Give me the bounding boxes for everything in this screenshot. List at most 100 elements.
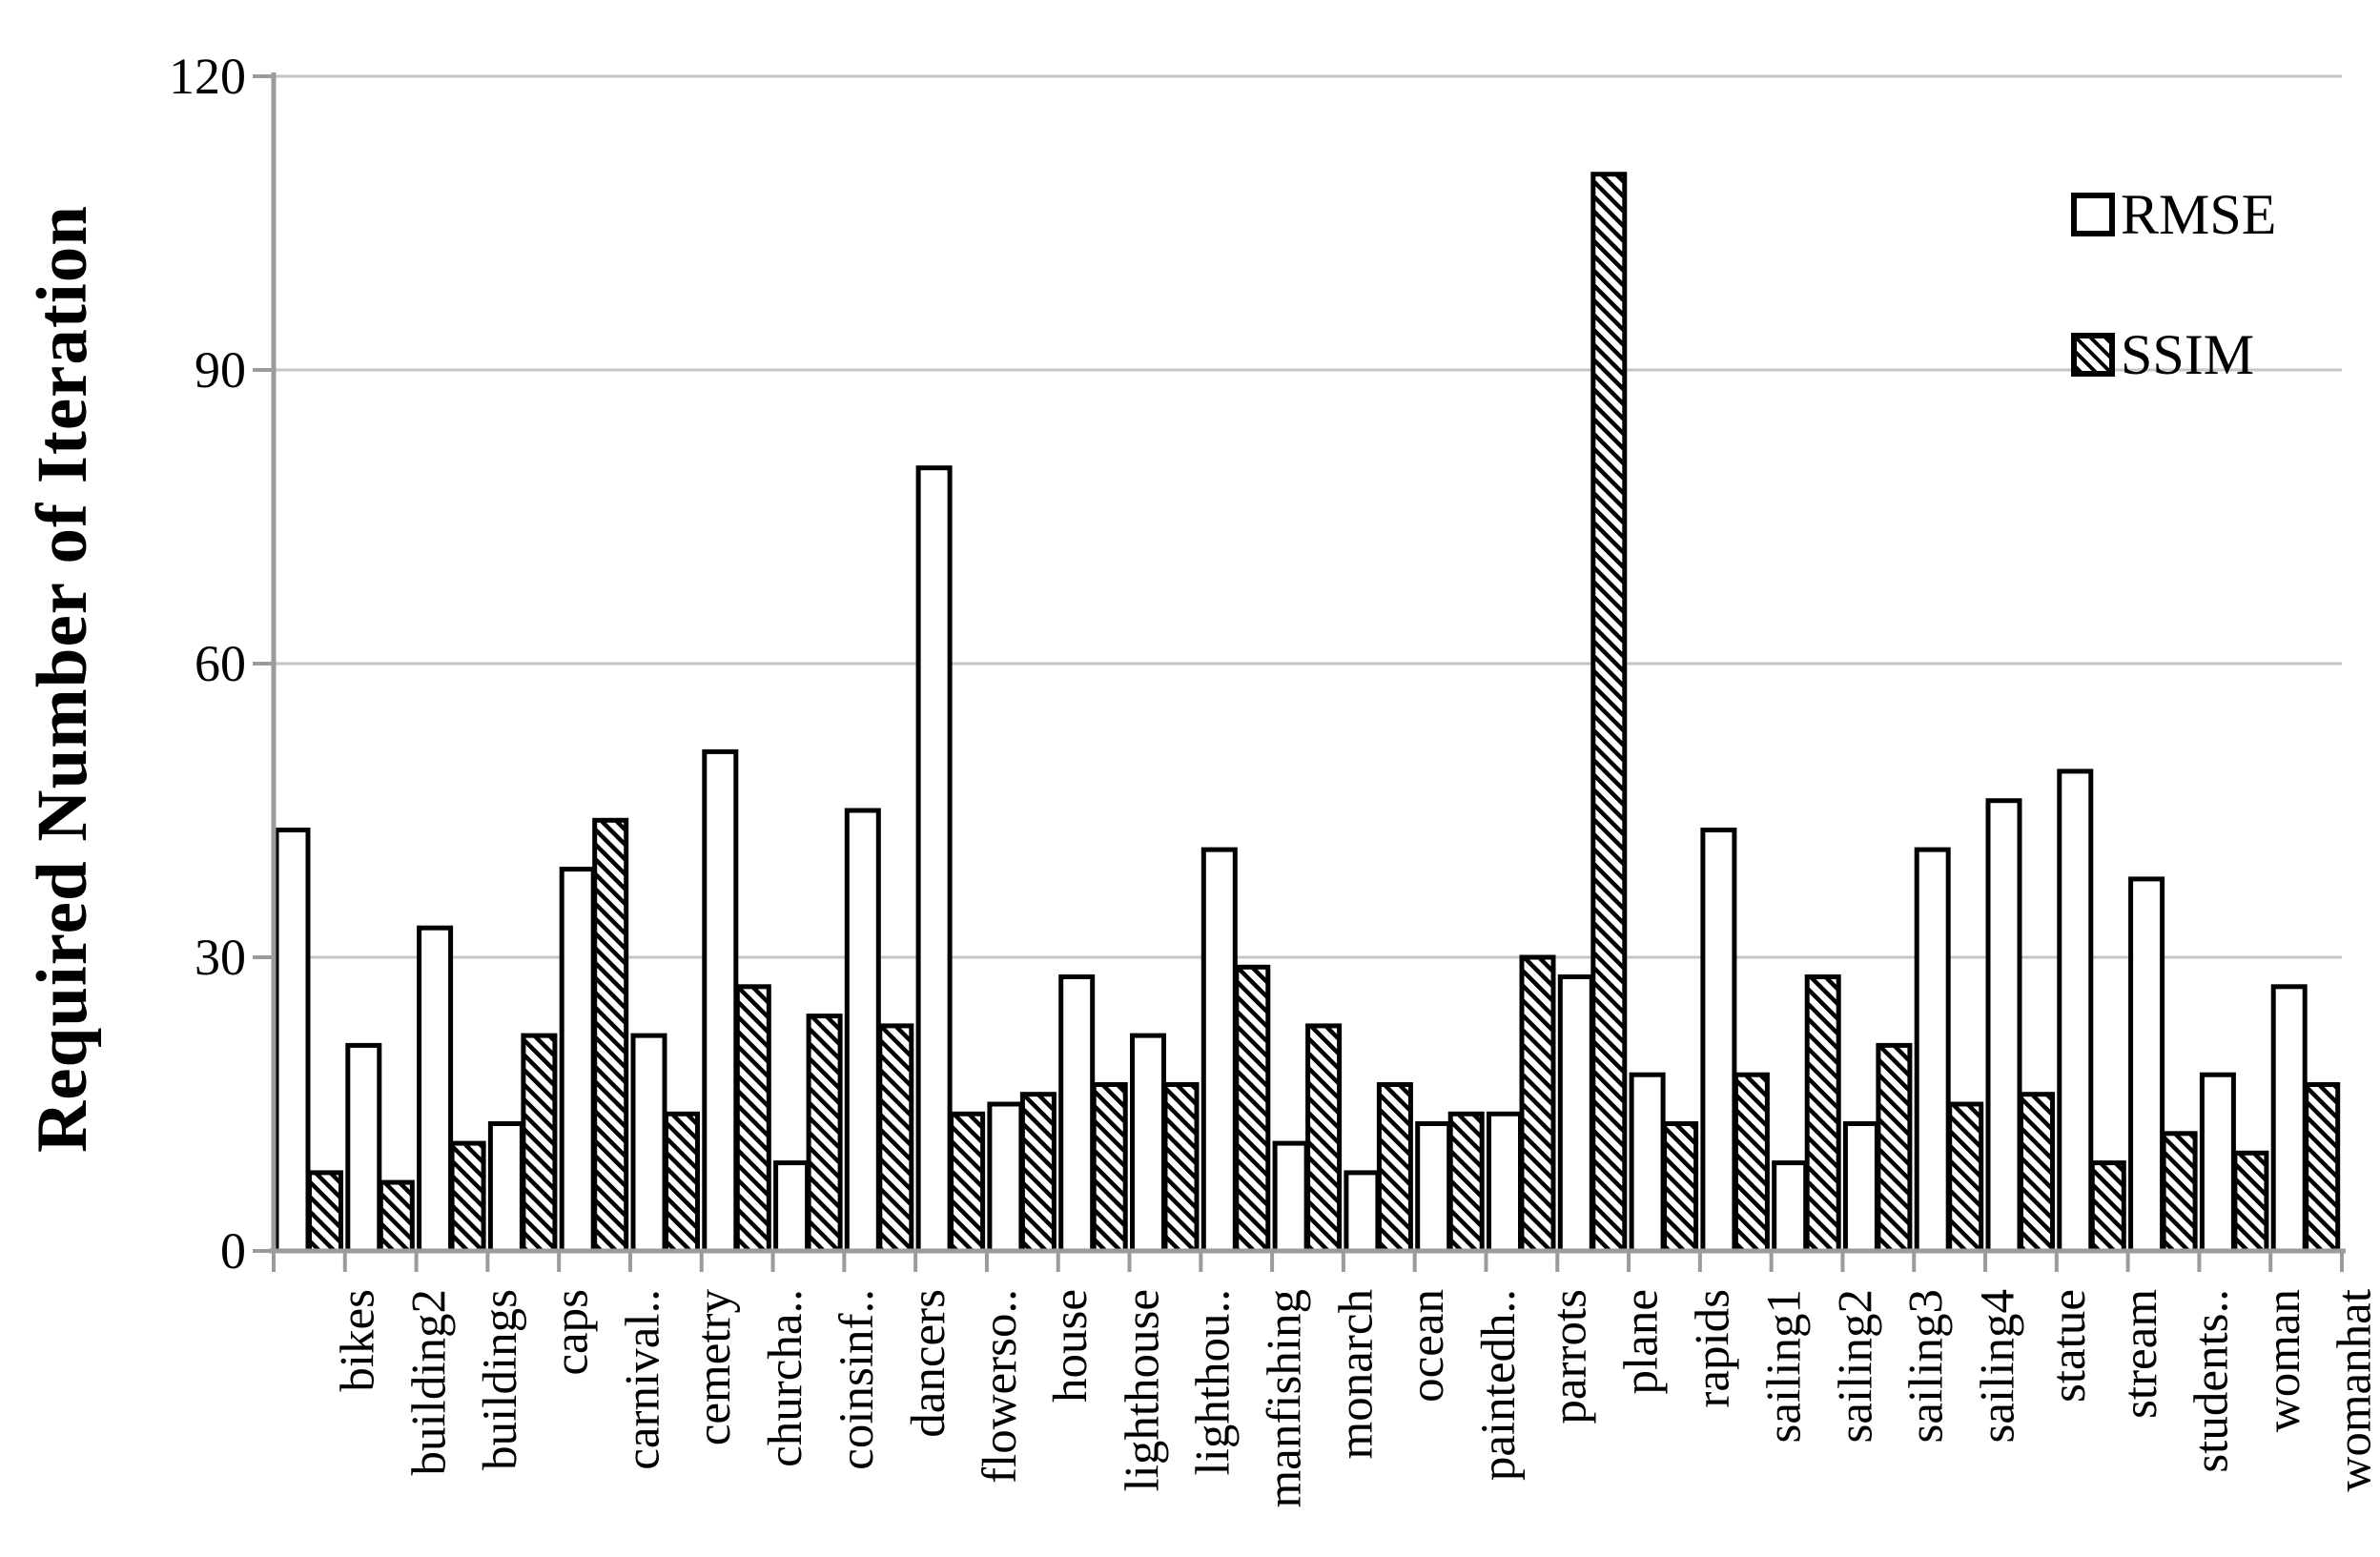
bar-ssim-churcha.. <box>734 984 771 1254</box>
bar-rmse-rapids <box>1629 1072 1666 1254</box>
bar-rmse-lighthouse <box>1058 974 1096 1254</box>
legend-label-rmse: RMSE <box>2121 183 2277 246</box>
bar-ssim-cemetry <box>664 1111 700 1254</box>
bar-rmse-parrots <box>1487 1111 1523 1254</box>
bar-rmse-building2 <box>345 1042 382 1254</box>
bar-rmse-plane <box>1557 974 1594 1254</box>
x-tick-label-lighthou: lighthou.. <box>1186 1289 1241 1476</box>
bar-ssim-parrots <box>1519 954 1556 1254</box>
legend-item-rmse: RMSE <box>2071 181 2276 248</box>
x-tick-label-students: students.. <box>2185 1289 2240 1473</box>
bar-ssim-sailing3 <box>1876 1042 1913 1254</box>
y-tick-label-120: 120 <box>169 48 246 105</box>
ssim-swatch-icon <box>2071 333 2115 377</box>
bar-ssim-statue <box>2019 1092 2055 1254</box>
bar-rmse-lighthou.. <box>1130 1033 1166 1254</box>
bar-ssim-plane <box>1590 172 1628 1254</box>
x-tick-label-woman: woman <box>2256 1289 2310 1433</box>
bar-rmse-caps <box>487 1121 524 1254</box>
bar-rmse-sailing3 <box>1842 1121 1879 1254</box>
bar-rmse-woman <box>2199 1072 2236 1254</box>
y-tick-label-0: 0 <box>220 1222 246 1280</box>
bar-rmse-house <box>987 1101 1024 1254</box>
x-tick-label-monarch: monarch <box>1329 1289 1384 1460</box>
bar-rmse-dancers <box>844 808 881 1254</box>
x-tick-label-coinsinf: coinsinf.. <box>830 1289 884 1470</box>
bar-rmse-bikes <box>274 828 311 1254</box>
bar-rmse-sailing4 <box>1914 847 1951 1254</box>
bar-ssim-dancers <box>877 1023 914 1254</box>
bar-rmse-flowerso.. <box>915 465 953 1254</box>
legend-item-ssim: SSIM <box>2071 321 2276 388</box>
bar-rmse-students.. <box>2128 876 2165 1254</box>
bar-rmse-carnival.. <box>559 867 596 1254</box>
bar-ssim-flowerso.. <box>949 1111 986 1254</box>
bar-ssim-coinsinf.. <box>806 1014 843 1254</box>
bar-rmse-statue <box>1985 798 2022 1254</box>
bar-rmse-paintedh.. <box>1415 1121 1452 1254</box>
x-tick-label-buildings: buildings <box>473 1289 527 1470</box>
bar-ssim-stream <box>2089 1160 2126 1254</box>
bar-rmse-cemetry <box>630 1033 667 1254</box>
y-tick-label-30: 30 <box>195 929 246 986</box>
legend-label-ssim: SSIM <box>2121 323 2255 386</box>
bar-ssim-womanhat <box>2304 1082 2341 1254</box>
bar-ssim-house <box>1019 1092 1057 1254</box>
bar-rmse-womanhat <box>2270 984 2308 1254</box>
bar-rmse-monarch <box>1272 1140 1309 1254</box>
bar-rmse-stream <box>2057 768 2094 1254</box>
bar-ssim-sailing2 <box>1804 974 1841 1254</box>
x-tick-label-house: house <box>1044 1289 1098 1403</box>
x-tick-label-womanhat: womanhat <box>2328 1289 2380 1492</box>
x-tick-label-parrots: parrots <box>1543 1289 1597 1424</box>
x-tick-label-sailing3: sailing3 <box>1899 1289 1954 1444</box>
x-tick-label-rapids: rapids <box>1686 1289 1740 1408</box>
x-tick-label-lighthouse: lighthouse <box>1116 1289 1170 1492</box>
x-tick-label-manfishing: manfishing <box>1258 1289 1312 1508</box>
bar-ssim-bikes <box>307 1170 343 1254</box>
x-tick-label-building2: building2 <box>402 1289 457 1476</box>
x-tick-label-caps: caps <box>544 1289 599 1376</box>
bar-ssim-rapids <box>1662 1121 1699 1254</box>
x-tick-label-sailing2: sailing2 <box>1829 1289 1883 1444</box>
x-tick-label-ocean: ocean <box>1401 1289 1455 1403</box>
bar-ssim-ocean <box>1376 1082 1413 1254</box>
x-tick-label-bikes: bikes <box>331 1289 385 1392</box>
bar-ssim-students.. <box>2161 1131 2198 1254</box>
bar-ssim-caps <box>521 1033 558 1254</box>
bar-rmse-churcha.. <box>702 748 739 1254</box>
y-tick-label-60: 60 <box>195 635 246 692</box>
x-tick-label-plane: plane <box>1614 1289 1669 1395</box>
bar-ssim-building2 <box>378 1179 415 1254</box>
x-tick-label-cemetry: cemetry <box>687 1289 742 1446</box>
x-tick-label-sailing4: sailing4 <box>1971 1289 2025 1444</box>
x-tick-label-churcha: churcha.. <box>759 1289 813 1467</box>
bar-ssim-paintedh.. <box>1447 1111 1485 1254</box>
bar-ssim-sailing4 <box>1947 1101 1984 1254</box>
x-tick-label-carnival: carnival.. <box>616 1289 670 1470</box>
x-tick-label-paintedh: paintedh.. <box>1472 1289 1527 1482</box>
bar-rmse-sailing1 <box>1700 828 1737 1254</box>
bar-rmse-ocean <box>1344 1170 1381 1254</box>
legend: RMSE SSIM <box>2071 181 2276 461</box>
bar-ssim-manfishing <box>1234 964 1271 1254</box>
bar-ssim-sailing1 <box>1733 1072 1770 1254</box>
rmse-swatch-icon <box>2071 193 2115 236</box>
bar-ssim-lighthou.. <box>1162 1082 1200 1254</box>
bar-rmse-buildings <box>417 925 454 1254</box>
bar-ssim-carnival.. <box>592 817 629 1254</box>
x-tick-label-statue: statue <box>2042 1289 2097 1403</box>
bar-rmse-sailing2 <box>1772 1160 1809 1254</box>
x-tick-label-sailing1: sailing1 <box>1757 1289 1812 1444</box>
bar-ssim-buildings <box>449 1140 486 1254</box>
bar-ssim-monarch <box>1305 1023 1343 1254</box>
bar-rmse-manfishing <box>1200 847 1238 1254</box>
bar-ssim-woman <box>2232 1150 2269 1254</box>
x-tick-label-flowerso: flowerso.. <box>973 1289 1027 1484</box>
x-tick-label-dancers: dancers <box>901 1289 955 1438</box>
bar-ssim-lighthouse <box>1091 1082 1128 1254</box>
y-tick-label-90: 90 <box>195 341 246 399</box>
x-tick-label-stream: stream <box>2114 1289 2168 1419</box>
